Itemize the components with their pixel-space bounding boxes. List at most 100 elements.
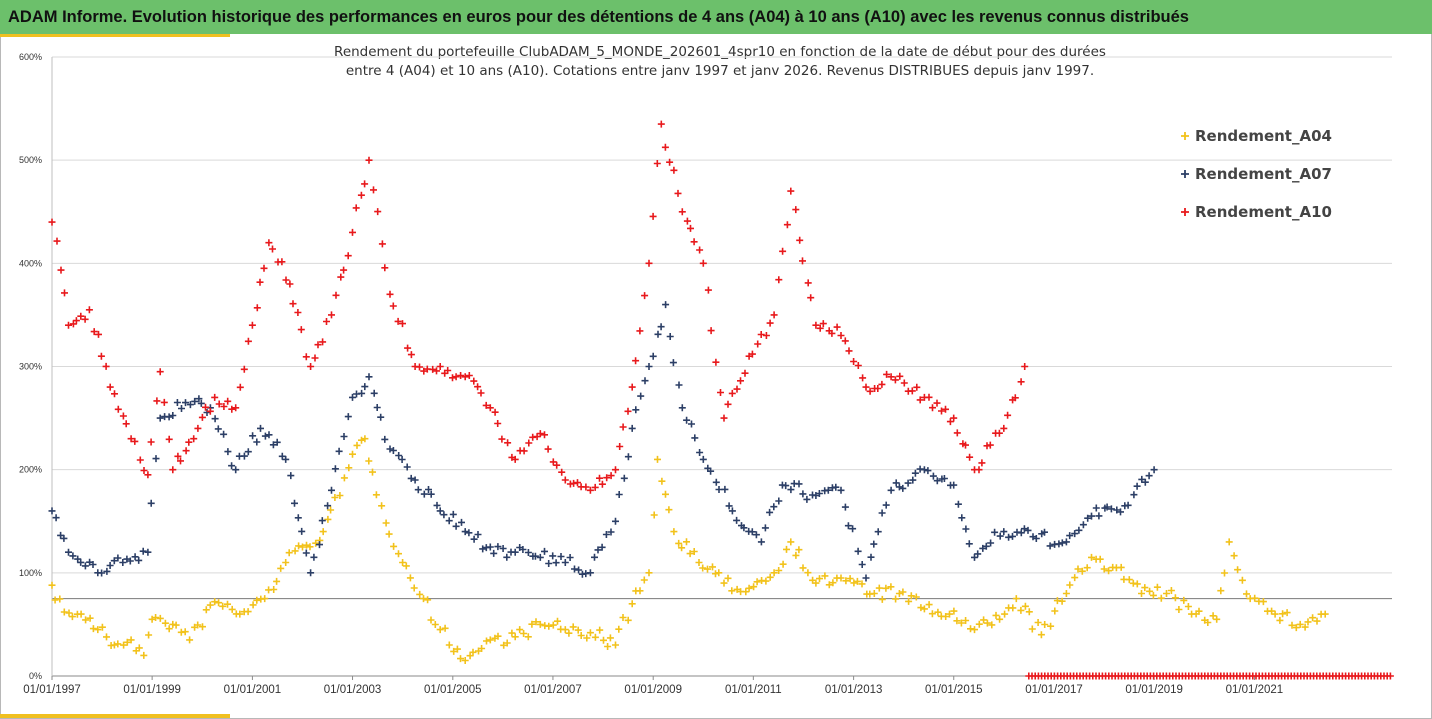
rendement-a07-point — [381, 435, 389, 443]
rendement-a04-point — [1096, 555, 1104, 563]
rendement-a07-point — [316, 541, 323, 549]
rendement-a04-point — [612, 641, 619, 649]
rendement-a10-point — [696, 246, 704, 254]
rendement-a07-point — [628, 424, 636, 432]
rendement-a07-point — [60, 534, 68, 542]
rendement-a07-point — [344, 413, 352, 421]
rendement-a10-point — [962, 441, 969, 449]
rendement-a04-point — [745, 584, 753, 592]
rendement-a07-point — [165, 413, 173, 421]
rendement-a04-point — [516, 626, 524, 634]
rendement-a10-point — [950, 414, 958, 422]
rendement-a04-point — [140, 651, 148, 659]
rendement-a07-point — [920, 466, 928, 474]
rendement-a07-point — [815, 490, 823, 497]
rendement-a10-point — [224, 397, 232, 405]
rendement-a04-point — [253, 596, 261, 604]
rendement-a04-point — [1276, 616, 1284, 624]
rendement-a10-point — [766, 319, 774, 327]
rendement-a07-point — [867, 553, 875, 561]
y-tick-label: 600% — [19, 52, 42, 62]
rendement-a04-point — [825, 581, 833, 589]
chart-title-line-1: Rendement du portefeuille ClubADAM_5_MON… — [334, 44, 1106, 60]
rendement-a10-point — [416, 363, 423, 371]
rendement-a04-point — [675, 539, 683, 547]
rendement-a04-point — [753, 578, 761, 586]
rendement-a10-point — [461, 373, 469, 381]
rendement-a07-point — [545, 560, 553, 567]
rendement-a04-point — [461, 657, 469, 664]
rendement-a04-point — [1238, 576, 1246, 584]
rendement-a07-point — [844, 522, 852, 530]
rendement-a07-legend-label: Rendement_A07 — [1195, 165, 1332, 183]
rendement-a10-point — [61, 289, 68, 297]
rendement-a04-point — [1217, 587, 1225, 595]
rendement-a04-point — [583, 634, 591, 642]
rendement-a04-point — [683, 538, 690, 546]
rendement-a04-point — [65, 609, 73, 617]
rendement-a07-point — [228, 462, 236, 470]
rendement-a04-point — [1209, 612, 1217, 620]
rendement-a04-point — [511, 633, 519, 641]
rendement-a10-point — [938, 407, 945, 415]
rendement-a04-point — [586, 629, 594, 637]
rendement-a04-point — [624, 616, 632, 624]
rendement-a04-point — [1062, 590, 1070, 597]
rendement-a07-point — [1150, 466, 1158, 474]
rendement-a04-point — [842, 577, 850, 585]
rendement-a07-point — [269, 441, 277, 449]
rendement-a04-point — [249, 601, 257, 609]
rendement-a04-point — [742, 588, 750, 596]
rendement-a07-point — [240, 452, 248, 460]
rendement-a10-point — [670, 166, 678, 174]
rendement-a04-point — [98, 623, 106, 631]
rendement-a04-point — [532, 618, 540, 626]
rendement-a04-point — [77, 610, 85, 618]
x-tick-label: 01/01/2013 — [825, 684, 883, 696]
rendement-a10-point — [194, 424, 202, 432]
rendement-a04-point — [1251, 594, 1259, 602]
rendement-a10-point — [136, 456, 144, 464]
rendement-a04-point — [89, 625, 97, 633]
rendement-a07-point — [841, 503, 849, 511]
rendement-a10-point — [574, 479, 581, 487]
rendement-a04-point — [410, 584, 418, 592]
rendement-a04-point — [1163, 590, 1170, 597]
rendement-a07-point — [494, 543, 502, 551]
rendement-a10-point — [248, 321, 256, 329]
rendement-a04-point — [353, 441, 361, 449]
rendement-a04-point — [1288, 621, 1296, 629]
rendement-a07-point — [249, 432, 257, 440]
rendement-a07-point — [349, 393, 356, 401]
rendement-a10-point — [404, 344, 412, 352]
rendement-a07-point — [474, 531, 482, 538]
rendement-a04-point — [728, 587, 736, 595]
rendement-a04-point — [215, 599, 223, 607]
rendement-a10-point — [733, 385, 741, 393]
rendement-a10-point — [975, 466, 983, 474]
x-tick-label: 01/01/2001 — [224, 684, 282, 696]
rendement-a10-point — [307, 363, 315, 370]
rendement-a04-point — [324, 515, 332, 523]
rendement-a10-point — [314, 341, 322, 349]
rendement-a10-point — [762, 332, 770, 339]
rendement-a07-point — [173, 399, 181, 406]
rendement-a04-point — [1167, 587, 1175, 594]
rendement-a07-point — [425, 486, 432, 493]
rendement-a10-point — [144, 471, 152, 479]
rendement-a04-point — [277, 564, 285, 572]
rendement-a07-point — [373, 404, 381, 411]
rendement-a04-point — [445, 641, 453, 649]
rendement-a04-point — [327, 506, 335, 514]
rendement-a10-point — [687, 224, 694, 232]
rendement-a07-point — [748, 528, 756, 536]
rendement-a04-point — [486, 636, 494, 644]
rendement-a10-point — [612, 466, 619, 474]
rendement-a10-point — [374, 208, 382, 216]
rendement-a10-point — [986, 441, 994, 449]
rendement-a10-point — [1021, 363, 1029, 370]
rendement-a07-point — [1117, 508, 1124, 516]
rendement-a04-point — [905, 597, 913, 605]
rendement-a07-point — [870, 540, 878, 548]
rendement-a10-point — [202, 403, 209, 411]
